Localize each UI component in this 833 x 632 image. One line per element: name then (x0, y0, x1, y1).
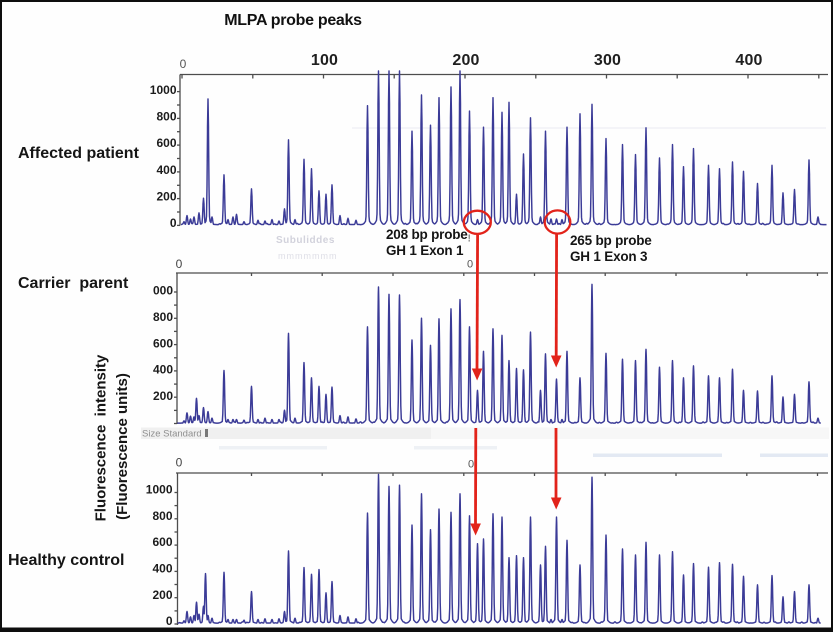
svg-text:200: 200 (156, 189, 176, 203)
svg-text:800: 800 (156, 110, 176, 124)
svg-text:(Fluorescence units): (Fluorescence units) (114, 373, 131, 520)
svg-text:GH 1 Exon 1: GH 1 Exon 1 (386, 243, 464, 258)
svg-text:0: 0 (166, 614, 173, 628)
svg-text:Affected patient: Affected patient (18, 145, 140, 162)
svg-text:0: 0 (467, 259, 473, 271)
svg-text:Healthy control: Healthy control (8, 552, 124, 569)
svg-text:400: 400 (153, 363, 173, 377)
svg-text:265 bp probe: 265 bp probe (570, 233, 652, 248)
svg-text:0: 0 (176, 257, 183, 271)
svg-text:200: 200 (153, 389, 173, 403)
svg-text:0: 0 (180, 57, 187, 71)
svg-text:mmmmmmm: mmmmmmm (278, 251, 337, 261)
svg-text:600: 600 (152, 535, 172, 549)
svg-text:600: 600 (153, 336, 173, 350)
svg-text:Fluorescence intensity: Fluorescence intensity (93, 354, 110, 521)
svg-text:100: 100 (311, 52, 338, 69)
svg-text:1000: 1000 (146, 483, 173, 497)
svg-text:1000: 1000 (150, 83, 177, 97)
svg-text:600: 600 (156, 136, 176, 150)
svg-text:MLPA probe peaks: MLPA probe peaks (224, 12, 362, 29)
svg-text:000: 000 (153, 284, 173, 298)
svg-text:0: 0 (170, 216, 177, 230)
svg-text:400: 400 (735, 52, 762, 69)
svg-text:400: 400 (156, 163, 176, 177)
svg-text:GH 1 Exon 3: GH 1 Exon 3 (570, 249, 648, 264)
svg-text:208 bp probe: 208 bp probe (386, 227, 468, 242)
svg-text:200: 200 (152, 588, 172, 602)
svg-text:Subuliddes: Subuliddes (276, 235, 335, 246)
svg-text:300: 300 (594, 52, 621, 69)
svg-text:200: 200 (452, 52, 479, 69)
svg-text:800: 800 (152, 509, 172, 523)
svg-text:0: 0 (468, 459, 474, 471)
svg-text:400: 400 (152, 562, 172, 576)
svg-text:Carrier parent: Carrier parent (18, 275, 129, 292)
svg-text:Size Standard: Size Standard (142, 429, 202, 440)
svg-text:!: ! (468, 233, 472, 245)
svg-text:800: 800 (153, 310, 173, 324)
svg-text:0: 0 (176, 456, 183, 470)
